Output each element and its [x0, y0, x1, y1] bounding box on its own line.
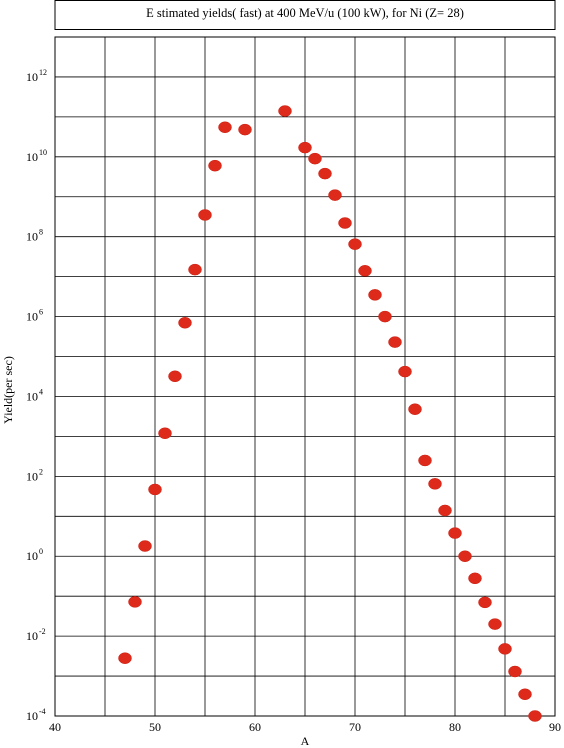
- data-point: [328, 189, 342, 201]
- grid: [55, 37, 555, 716]
- data-point: [118, 652, 132, 664]
- y-tick-label: 10 8: [26, 228, 43, 244]
- data-point: [198, 209, 212, 221]
- data-point: [398, 365, 412, 378]
- y-tick-label: 10 4: [26, 387, 43, 403]
- y-tick-label: 10 -2: [26, 627, 46, 643]
- y-tick-exponent: -4: [39, 707, 46, 716]
- data-point: [178, 317, 192, 329]
- y-tick-base: 10: [26, 549, 38, 563]
- x-tick-label: 80: [449, 720, 461, 734]
- chart-title: E stimated yields( fast) at 400 MeV/u (1…: [146, 6, 464, 20]
- y-tick-base: 10: [26, 629, 38, 643]
- data-point: [498, 643, 512, 655]
- data-point: [208, 159, 222, 172]
- data-point: [408, 403, 422, 415]
- data-point: [158, 427, 172, 439]
- y-tick-label: 10 0: [26, 547, 43, 563]
- y-tick-base: 10: [26, 70, 38, 84]
- y-tick-exponent: 2: [39, 467, 43, 476]
- y-axis-label: Yield(per sec): [1, 356, 15, 424]
- data-point: [188, 263, 202, 276]
- y-tick-exponent: 12: [39, 68, 47, 77]
- y-tick-label: 10 -4: [26, 707, 46, 723]
- y-tick-exponent: 4: [39, 387, 43, 396]
- data-point: [508, 665, 522, 678]
- data-point: [298, 141, 312, 154]
- data-point: [308, 152, 322, 165]
- data-point: [438, 504, 452, 517]
- data-point: [338, 217, 352, 229]
- data-point: [368, 289, 382, 301]
- x-tick-label: 90: [549, 720, 561, 734]
- y-tick-label: 10 10: [26, 148, 47, 164]
- y-tick-exponent: 0: [39, 547, 43, 556]
- y-tick-base: 10: [26, 310, 38, 324]
- data-point: [318, 167, 332, 180]
- data-point: [128, 596, 142, 608]
- data-point: [418, 454, 432, 467]
- data-point: [448, 527, 462, 539]
- data-point: [378, 310, 392, 323]
- data-point: [528, 710, 542, 722]
- data-point: [468, 572, 482, 585]
- data-point: [348, 238, 362, 250]
- data-point: [238, 123, 252, 136]
- data-point: [278, 105, 292, 117]
- data-point: [148, 483, 162, 496]
- y-tick-exponent: 8: [39, 228, 43, 237]
- x-tick-label: 40: [49, 720, 61, 734]
- data-points: [118, 105, 542, 722]
- data-point: [388, 336, 402, 348]
- data-point: [478, 596, 492, 609]
- plot-frame: [54, 36, 556, 717]
- data-point: [428, 478, 442, 490]
- y-tick-base: 10: [26, 230, 38, 244]
- x-tick-label: 70: [349, 720, 361, 734]
- y-tick-base: 10: [26, 389, 38, 403]
- data-point: [458, 550, 472, 562]
- data-point: [138, 540, 152, 552]
- y-tick-base: 10: [26, 469, 38, 483]
- y-tick-label: 10 6: [26, 308, 43, 324]
- x-tick-label: 60: [249, 720, 261, 734]
- data-point: [488, 618, 502, 630]
- y-tick-base: 10: [26, 709, 38, 723]
- y-tick-exponent: 10: [39, 148, 47, 157]
- x-axis-ticks: 40 50 60 70 80 90: [49, 720, 561, 734]
- y-tick-label: 10 2: [26, 467, 43, 483]
- x-tick-label: 50: [149, 720, 161, 734]
- y-tick-exponent: -2: [39, 627, 46, 636]
- data-point: [218, 121, 232, 134]
- x-axis-label: A: [301, 734, 310, 748]
- title-box: E stimated yields( fast) at 400 MeV/u (1…: [54, 0, 556, 30]
- y-tick-exponent: 6: [39, 308, 43, 317]
- data-point: [358, 265, 372, 277]
- data-point: [518, 688, 532, 701]
- y-tick-label: 10 12: [26, 68, 47, 84]
- data-point: [168, 370, 182, 383]
- y-tick-base: 10: [26, 150, 38, 164]
